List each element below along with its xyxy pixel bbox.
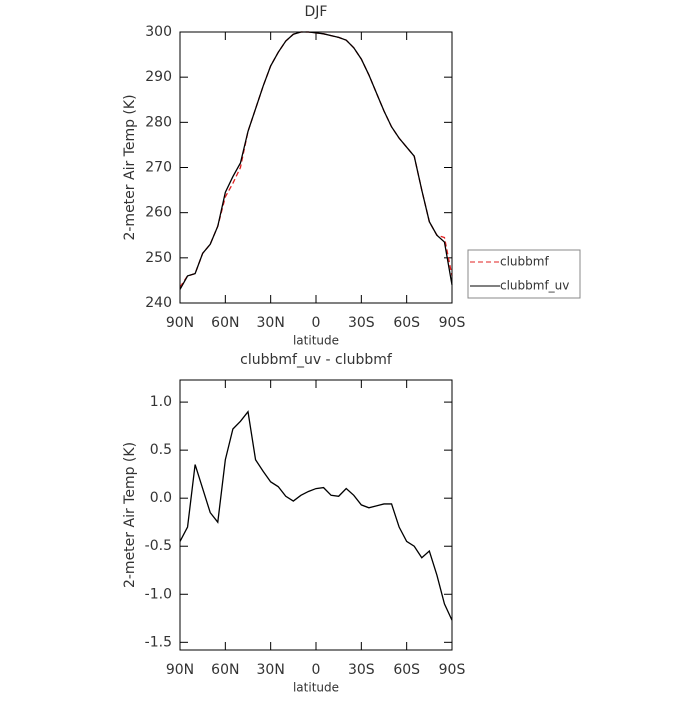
data-line (179, 31, 453, 290)
x-tick-label: 30N (257, 662, 285, 678)
data-line (179, 31, 453, 288)
y-tick-label: 0.0 (150, 490, 172, 506)
x-axis-label: latitude (293, 334, 339, 348)
y-tick-label: 1.0 (150, 394, 172, 410)
y-tick-label: 280 (145, 114, 172, 130)
x-tick-label: 0 (312, 662, 321, 678)
y-tick-label: 260 (145, 205, 172, 221)
y-tick-label: 240 (145, 295, 172, 311)
plot-frame (179, 379, 453, 651)
x-tick-label: 60S (393, 315, 420, 331)
x-tick-label: 30S (348, 315, 375, 331)
data-line (179, 410, 453, 621)
y-axis-label: 2-meter Air Temp (K) (122, 94, 138, 240)
x-tick-label: 60S (393, 662, 420, 678)
y-tick-label: -1.0 (145, 586, 172, 602)
x-axis-label: latitude (293, 681, 339, 695)
chart-title: clubbmf_uv - clubbmf (240, 352, 393, 368)
x-tick-label: 90S (439, 315, 466, 331)
x-tick-label: 90N (166, 662, 194, 678)
y-tick-label: 0.5 (150, 442, 172, 458)
legend-label: clubbmf_uv (500, 279, 569, 293)
y-tick-label: 300 (145, 24, 172, 40)
y-axis-label: 2-meter Air Temp (K) (122, 442, 138, 588)
legend-label: clubbmf (500, 255, 549, 269)
y-tick-label: 290 (145, 69, 172, 85)
x-tick-label: 90N (166, 315, 194, 331)
x-tick-label: 30S (348, 662, 375, 678)
y-tick-label: -1.5 (145, 634, 172, 650)
plot-frame (179, 31, 453, 304)
y-tick-label: 250 (145, 250, 172, 266)
x-tick-label: 60N (211, 662, 239, 678)
y-tick-label: 270 (145, 160, 172, 176)
x-tick-label: 90S (439, 662, 466, 678)
x-tick-label: 0 (312, 315, 321, 331)
y-tick-label: -0.5 (145, 538, 172, 554)
chart-title: DJF (305, 4, 328, 20)
x-tick-label: 60N (211, 315, 239, 331)
x-tick-label: 30N (257, 315, 285, 331)
legend-box (467, 249, 581, 299)
